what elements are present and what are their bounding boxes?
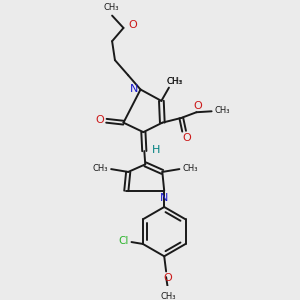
Text: N: N bbox=[130, 84, 138, 94]
Text: O: O bbox=[193, 100, 202, 111]
Text: CH₃: CH₃ bbox=[166, 77, 183, 86]
Text: CH₃: CH₃ bbox=[167, 77, 182, 86]
Text: CH₃: CH₃ bbox=[160, 292, 176, 300]
Text: O: O bbox=[164, 273, 172, 283]
Text: CH₃: CH₃ bbox=[214, 106, 230, 115]
Text: Cl: Cl bbox=[119, 236, 129, 246]
Text: CH₃: CH₃ bbox=[103, 3, 119, 12]
Text: N: N bbox=[160, 194, 168, 203]
Text: CH₃: CH₃ bbox=[93, 164, 109, 173]
Text: O: O bbox=[183, 133, 191, 143]
Text: CH₃: CH₃ bbox=[182, 164, 197, 173]
Text: O: O bbox=[95, 115, 104, 125]
Text: H: H bbox=[152, 145, 160, 155]
Text: O: O bbox=[129, 20, 137, 30]
